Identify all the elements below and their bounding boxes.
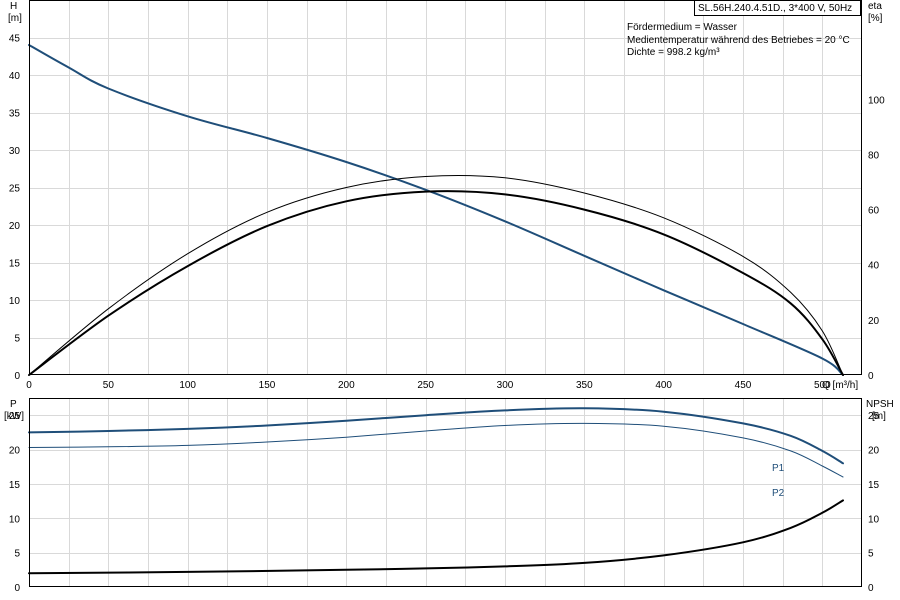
npsh-axis-label: NPSH xyxy=(866,399,894,410)
power-left-tick-label: 10 xyxy=(9,514,21,525)
x-tick-label: 150 xyxy=(259,380,276,391)
head-series-1-line xyxy=(28,174,844,376)
head-right-tick-label: 80 xyxy=(868,150,880,161)
eta-axis-unit: [%] xyxy=(868,13,883,24)
h-axis-label: H xyxy=(10,1,17,12)
bottom-plot-frame xyxy=(29,398,862,587)
top-plot-frame xyxy=(29,0,862,375)
head-left-tick-label: 40 xyxy=(9,71,21,82)
x-tick-label: 50 xyxy=(103,380,115,391)
head-left-tick-label: 25 xyxy=(9,184,21,195)
head-left-tick-label: 35 xyxy=(9,109,21,120)
power-right-tick-label: 5 xyxy=(868,549,874,560)
power-left-tick-label: 25 xyxy=(9,411,21,422)
power-left-tick-label: 0 xyxy=(14,583,20,594)
model-label-box xyxy=(694,0,861,16)
q-axis-label: Q [m³/h] xyxy=(822,380,858,391)
x-tick-label: 300 xyxy=(497,380,514,391)
head-left-tick-label: 45 xyxy=(9,34,21,45)
power-right-tick-label: 15 xyxy=(868,480,880,491)
x-tick-label: 500 xyxy=(814,380,831,391)
series-label-p1: P1 xyxy=(772,463,785,474)
eta-axis-label: eta xyxy=(868,1,882,12)
x-tick-label: 200 xyxy=(338,380,355,391)
series-layer xyxy=(28,44,844,575)
model-label: SL.56H.240.4.51D., 3*400 V, 50Hz xyxy=(698,3,852,14)
x-tick-label: 250 xyxy=(417,380,434,391)
x-tick-label: 0 xyxy=(26,380,32,391)
info-box: SL.56H.240.4.51D., 3*400 V, 50Hz Förderm… xyxy=(627,0,861,58)
grid-layer xyxy=(29,0,862,587)
head-right-tick-label: 100 xyxy=(868,95,885,106)
head-left-tick-label: 20 xyxy=(9,221,21,232)
x-tick-label: 350 xyxy=(576,380,593,391)
power-series-0-line xyxy=(28,407,844,465)
head-left-tick-label: 15 xyxy=(9,259,21,270)
head-left-tick-label: 30 xyxy=(9,146,21,157)
head-right-tick-label: 20 xyxy=(868,316,880,327)
x-tick-label: 100 xyxy=(179,380,196,391)
power-right-tick-label: 25 xyxy=(868,411,880,422)
power-left-tick-label: 20 xyxy=(9,446,21,457)
head-left-tick-label: 0 xyxy=(14,371,20,382)
power-series-1-line xyxy=(28,422,844,478)
power-right-tick-label: 0 xyxy=(868,583,874,594)
power-right-tick-label: 10 xyxy=(868,514,880,525)
p-axis-unit: [kW] xyxy=(4,411,24,422)
head-left-tick-label: 10 xyxy=(9,296,21,307)
p-axis-label: P xyxy=(10,399,17,410)
head-series-0-line xyxy=(28,44,844,376)
x-tick-label: 450 xyxy=(735,380,752,391)
info-line-temperature: Medientemperatur während des Betriebes =… xyxy=(627,35,850,46)
power-right-tick-label: 20 xyxy=(868,446,880,457)
power-left-tick-label: 15 xyxy=(9,480,21,491)
head-right-tick-label: 0 xyxy=(868,371,874,382)
x-tick-label: 400 xyxy=(655,380,672,391)
head-left-tick-label: 5 xyxy=(14,334,20,345)
axes-layer xyxy=(29,0,862,587)
info-line-density: Dichte = 998.2 kg/m³ xyxy=(627,47,720,58)
power-left-tick-label: 5 xyxy=(14,549,20,560)
series-label-p2: P2 xyxy=(772,488,785,499)
head-right-tick-label: 40 xyxy=(868,261,880,272)
npsh-axis-unit: [m] xyxy=(872,411,886,422)
head-right-tick-label: 60 xyxy=(868,206,880,217)
info-line-medium: Fördermedium = Wasser xyxy=(627,22,738,33)
power-series-2-line xyxy=(28,499,844,575)
head-series-2-line xyxy=(28,190,844,376)
h-axis-unit: [m] xyxy=(8,13,22,24)
